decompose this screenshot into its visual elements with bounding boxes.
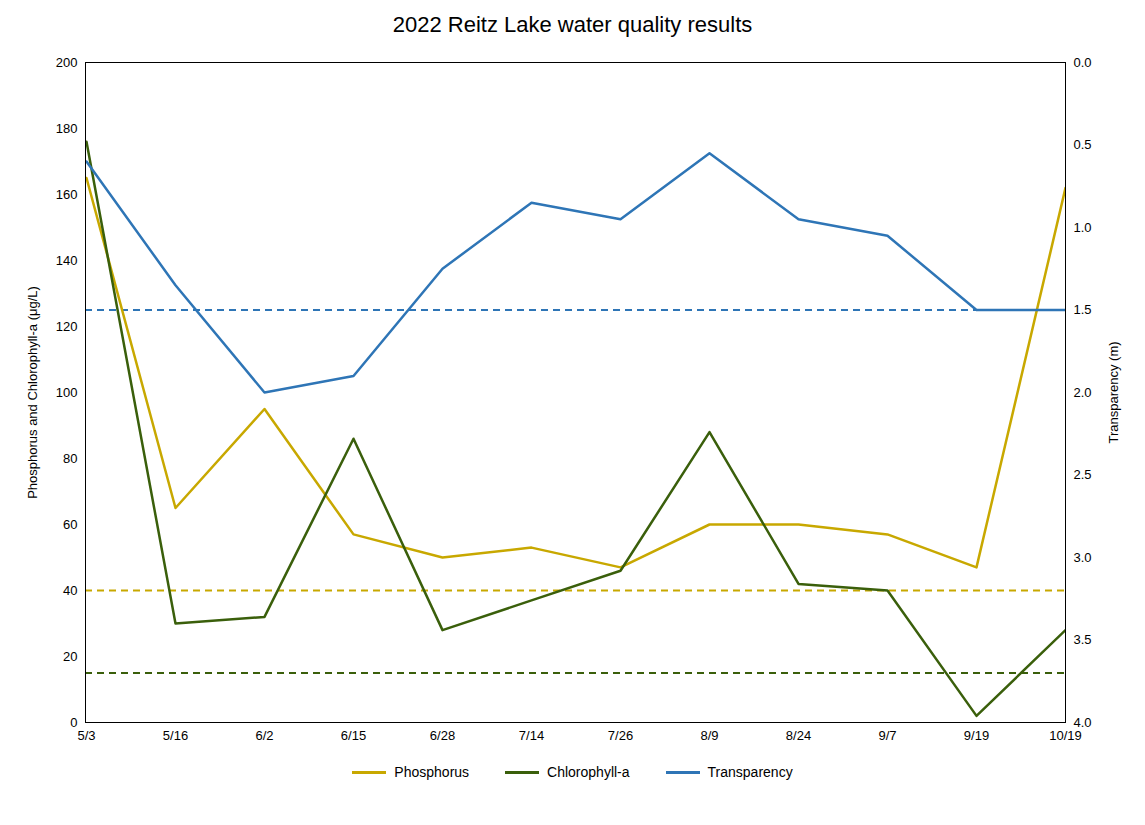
svg-text:9/7: 9/7 [878, 728, 896, 743]
svg-text:1.0: 1.0 [1074, 220, 1092, 235]
svg-text:20: 20 [63, 649, 77, 664]
svg-text:6/15: 6/15 [341, 728, 366, 743]
svg-text:7/14: 7/14 [519, 728, 544, 743]
svg-text:80: 80 [63, 451, 77, 466]
svg-text:Transparency (m): Transparency (m) [1106, 341, 1121, 443]
svg-text:140: 140 [56, 253, 78, 268]
svg-text:6/2: 6/2 [255, 728, 273, 743]
svg-text:1.5: 1.5 [1074, 302, 1092, 317]
svg-text:8/9: 8/9 [700, 728, 718, 743]
html-text:Phosphorus: Phosphorus [394, 764, 470, 780]
svg-text:100: 100 [56, 385, 78, 400]
svg-text:2.5: 2.5 [1074, 467, 1092, 482]
svg-text:120: 120 [56, 319, 78, 334]
svg-text:0.0: 0.0 [1074, 55, 1092, 70]
svg-text:60: 60 [63, 517, 77, 532]
svg-text:5/16: 5/16 [163, 728, 188, 743]
svg-text:3.0: 3.0 [1074, 550, 1092, 565]
svg-text:9/19: 9/19 [964, 728, 989, 743]
svg-text:Phosphorus and Chlorophyll-a (: Phosphorus and Chlorophyll-a (μg/L) [25, 286, 40, 499]
svg-text:40: 40 [63, 583, 77, 598]
svg-text:180: 180 [56, 121, 78, 136]
svg-text:0: 0 [70, 715, 77, 730]
svg-text:10/19: 10/19 [1049, 728, 1082, 743]
svg-text:7/26: 7/26 [608, 728, 633, 743]
html-text:Transparency: Transparency [707, 764, 793, 780]
svg-text:0.5: 0.5 [1074, 137, 1092, 152]
svg-text:6/28: 6/28 [430, 728, 455, 743]
svg-text:5/3: 5/3 [77, 728, 95, 743]
svg-text:4.0: 4.0 [1074, 715, 1092, 730]
html-text:2022 Reitz Lake water quality: 2022 Reitz Lake water quality results [392, 12, 753, 37]
svg-text:160: 160 [56, 187, 78, 202]
html-text:Chlorophyll-a: Chlorophyll-a [547, 764, 630, 780]
svg-text:2.0: 2.0 [1074, 385, 1092, 400]
svg-text:8/24: 8/24 [786, 728, 811, 743]
svg-text:200: 200 [56, 55, 78, 70]
svg-text:3.5: 3.5 [1074, 632, 1092, 647]
